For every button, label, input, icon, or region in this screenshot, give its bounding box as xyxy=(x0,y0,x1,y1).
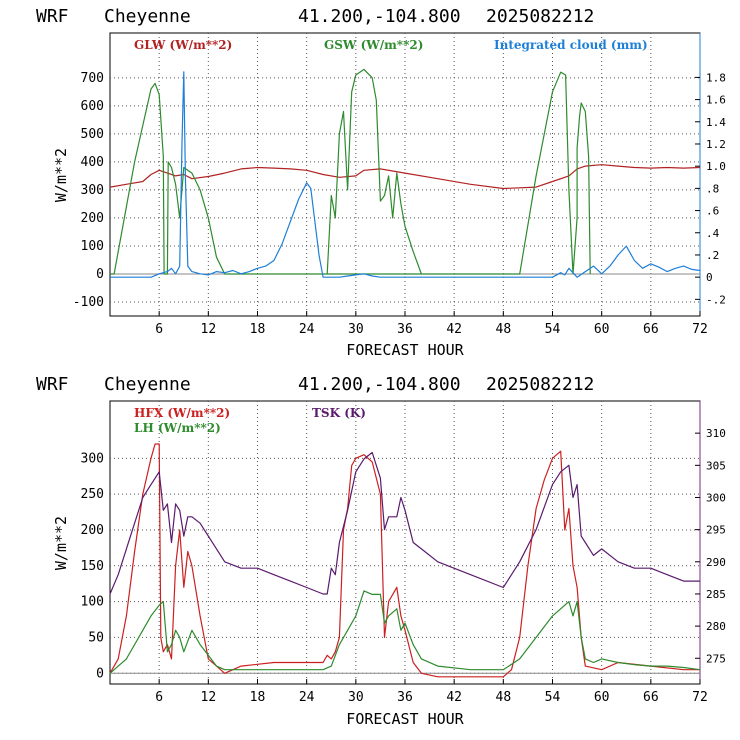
series-line-p1-3 xyxy=(110,71,701,278)
right-tick-label: 310 xyxy=(706,427,726,440)
x-tick-label: 36 xyxy=(397,690,413,705)
panel-1-init: 2025082212 xyxy=(486,6,594,27)
legend-lh: LH (W/m**2) xyxy=(134,421,221,435)
x-tick-label: 60 xyxy=(594,322,610,337)
panel-2-station: Cheyenne xyxy=(104,374,191,395)
x-tick-label: 54 xyxy=(545,322,561,337)
y-tick-label: 400 xyxy=(81,155,104,170)
y-tick-label: 300 xyxy=(81,451,104,466)
legend-glw: GLW (W/m**2) xyxy=(134,38,232,52)
x-tick-label: 72 xyxy=(692,690,708,705)
panel-1-model: WRF xyxy=(36,6,69,27)
panel-2: WRF Cheyenne 41.200,-104.800 2025082212 … xyxy=(36,374,726,728)
right-tick-label: 280 xyxy=(706,620,726,633)
x-tick-label: 30 xyxy=(348,322,364,337)
legend-gsw: GSW (W/m**2) xyxy=(324,38,423,52)
x-tick-label: 24 xyxy=(299,690,315,705)
legend-hfx: HFX (W/m**2) xyxy=(134,406,230,420)
panel-1-x-tick-labels: 6 12 18 24 30 36 42 48 54 60 66 72 xyxy=(155,322,708,337)
right-tick-label: 285 xyxy=(706,588,726,601)
x-tick-label: 6 xyxy=(155,322,163,337)
right-tick-label: 305 xyxy=(706,459,726,472)
y-tick-label: 500 xyxy=(81,127,104,142)
panel-1-series xyxy=(109,68,701,278)
x-tick-label: 42 xyxy=(446,690,462,705)
panel-2-y-axis-label: W/m**2 xyxy=(52,516,70,570)
panel-2-init: 2025082212 xyxy=(486,374,594,395)
y-tick-label: 250 xyxy=(81,487,104,502)
panel-2-x-axis-label: FORECAST HOUR xyxy=(346,710,464,728)
y-tick-label: 700 xyxy=(81,71,104,86)
right-tick-label: -.2 xyxy=(706,293,726,306)
y-tick-label: 50 xyxy=(88,630,104,645)
right-tick-label: 275 xyxy=(706,652,726,665)
x-tick-label: 48 xyxy=(496,322,512,337)
x-tick-label: 30 xyxy=(348,690,364,705)
right-tick-label: .6 xyxy=(706,205,719,218)
right-tick-label: .2 xyxy=(706,249,719,262)
right-tick-label: 290 xyxy=(706,556,726,569)
panel-2-model: WRF xyxy=(36,374,69,395)
series-line-p2-0 xyxy=(109,443,700,678)
x-tick-label: 60 xyxy=(594,690,610,705)
y-tick-label: 0 xyxy=(96,267,104,282)
panel-2-y-tick-labels: 0 50 100 150 200 250 300 xyxy=(81,451,104,681)
right-tick-label: .8 xyxy=(706,182,719,195)
right-tick-label: 300 xyxy=(706,491,726,504)
right-tick-label: 1.2 xyxy=(706,138,726,151)
panel-2-right-tick-labels: 275 280 285 290 295 300 305 310 xyxy=(706,427,726,665)
y-tick-label: -100 xyxy=(73,295,104,310)
x-tick-label: 12 xyxy=(201,690,217,705)
x-tick-label: 72 xyxy=(692,322,708,337)
series-line-p2-2 xyxy=(109,451,700,595)
legend-tsk: TSK (K) xyxy=(312,406,366,420)
right-tick-label: 1.8 xyxy=(706,71,726,84)
legend-cloud: Integrated cloud (mm) xyxy=(494,38,648,52)
panel-1-station: Cheyenne xyxy=(104,6,191,27)
panel-2-series xyxy=(109,443,701,678)
right-tick-label: 1.0 xyxy=(706,160,726,173)
x-tick-label: 24 xyxy=(299,322,315,337)
panel-1: WRF Cheyenne 41.200,-104.800 2025082212 … xyxy=(36,6,726,359)
right-tick-label: 0 xyxy=(706,271,713,284)
y-tick-label: 300 xyxy=(81,183,104,198)
panel-1-y-axis-label: W/m**2 xyxy=(52,148,70,202)
x-tick-label: 36 xyxy=(397,322,413,337)
x-tick-label: 42 xyxy=(446,322,462,337)
y-tick-label: 600 xyxy=(81,99,104,114)
panel-1-right-tick-labels: -.2 0 .2 .4 .6 .8 1.0 1.2 1.4 1.6 1.8 xyxy=(706,71,726,306)
right-tick-label: 1.6 xyxy=(706,94,726,107)
right-tick-label: .4 xyxy=(706,227,720,240)
series-line-p1-2 xyxy=(326,68,422,275)
panel-2-coords: 41.200,-104.800 xyxy=(298,374,461,395)
y-tick-label: 0 xyxy=(96,666,104,681)
series-line-p2-1 xyxy=(109,590,701,674)
series-line-p1-0 xyxy=(109,164,701,190)
panel-2-grid xyxy=(110,401,701,684)
y-tick-label: 150 xyxy=(81,559,104,574)
right-tick-label: 295 xyxy=(706,524,726,537)
y-tick-label: 200 xyxy=(81,523,104,538)
panel-1-y-tick-labels: -100 0 100 200 300 400 500 600 700 xyxy=(73,71,104,310)
x-tick-label: 48 xyxy=(496,690,512,705)
series-line-p1-1 xyxy=(110,71,591,275)
x-tick-label: 66 xyxy=(643,690,659,705)
y-tick-label: 200 xyxy=(81,211,104,226)
x-tick-label: 18 xyxy=(250,690,266,705)
x-tick-label: 54 xyxy=(545,690,561,705)
right-tick-label: 1.4 xyxy=(706,116,726,129)
panel-2-x-tick-labels: 6 12 18 24 30 36 42 48 54 60 66 72 xyxy=(155,690,708,705)
x-tick-label: 66 xyxy=(643,322,659,337)
x-tick-label: 12 xyxy=(201,322,217,337)
panel-1-x-axis-label: FORECAST HOUR xyxy=(346,341,464,359)
y-tick-label: 100 xyxy=(81,239,104,254)
x-tick-label: 6 xyxy=(155,690,163,705)
x-tick-label: 18 xyxy=(250,322,266,337)
y-tick-label: 100 xyxy=(81,595,104,610)
panel-1-coords: 41.200,-104.800 xyxy=(298,6,461,27)
